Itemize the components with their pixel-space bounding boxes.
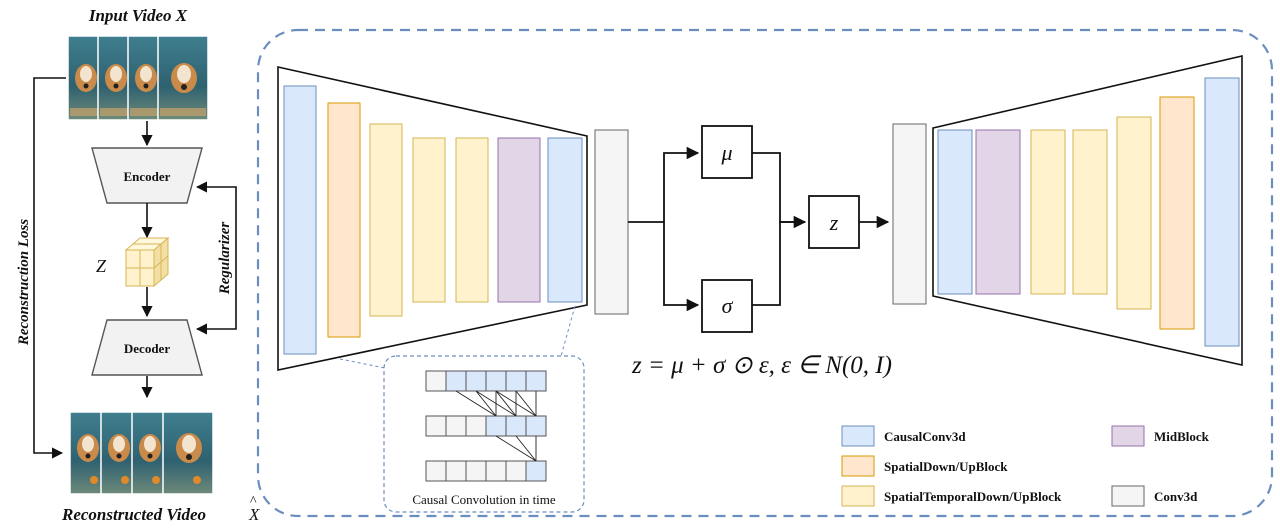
decoder-block xyxy=(91,319,203,376)
causal-conv-connections xyxy=(455,390,537,462)
decoder-spatialtemporal-block-1 xyxy=(1030,129,1066,295)
encoder-midblock xyxy=(497,137,541,303)
decoder-conv3d-block xyxy=(892,123,927,305)
legend-label: CausalConv3d xyxy=(884,429,966,444)
encoder-causalconv3d-block xyxy=(283,85,317,355)
video-frame xyxy=(100,411,136,495)
reconstructed-video-title: Reconstructed Video xyxy=(61,505,206,524)
arrow-from-sigma xyxy=(752,215,807,306)
output-video-frames xyxy=(69,411,214,495)
decoder-spatialup-block xyxy=(1159,96,1195,330)
decoder-blocks xyxy=(937,77,1240,347)
regularizer-label: Regularizer xyxy=(217,222,233,296)
decoder-trapezoid xyxy=(932,54,1243,366)
video-frame xyxy=(127,35,163,121)
reconstructed-video-hat: ^ xyxy=(250,494,257,509)
arrow-to-sigma xyxy=(663,222,700,312)
reconstructed-video-symbol: X xyxy=(248,505,260,524)
legend-item-causalconv3d: CausalConv3d xyxy=(841,425,966,447)
video-frame xyxy=(162,411,214,495)
decoder-midblock xyxy=(975,129,1021,295)
legend-label: Conv3d xyxy=(1154,489,1198,504)
latent-cube xyxy=(124,236,170,288)
decoder-spatialtemporal-block-2 xyxy=(1072,129,1108,295)
encoder-causalconv3d-block-out xyxy=(547,137,583,303)
causal-conv-rows xyxy=(425,370,547,482)
legend: CausalConv3d SpatialDown/UpBlock Spatial… xyxy=(841,425,1210,507)
legend-swatch xyxy=(1111,485,1145,507)
reconstruction-loss-label: Reconstruction Loss xyxy=(16,219,32,346)
legend-label: MidBlock xyxy=(1154,429,1210,444)
latent-label: Z xyxy=(96,256,107,276)
legend-label: SpatialDown/UpBlock xyxy=(884,459,1008,474)
encoder-conv3d-block xyxy=(594,129,629,315)
arrow-from-mu xyxy=(752,152,805,223)
inset-connector-right xyxy=(559,305,576,361)
encoder-spatialdown-block xyxy=(327,102,361,338)
video-frame xyxy=(97,35,133,121)
decoder-causalconv3d-block-in xyxy=(937,129,973,295)
z-label: z xyxy=(829,210,839,235)
z-box xyxy=(808,195,860,249)
decoder-label: Decoder xyxy=(124,341,170,356)
legend-swatch xyxy=(841,485,875,507)
decoder-spatialtemporal-block-3 xyxy=(1116,116,1152,310)
reconstruction-loss-arrow xyxy=(33,77,66,459)
vae-detail-border xyxy=(256,28,1274,518)
encoder-spatialtemporal-block-2 xyxy=(412,137,446,303)
encoder-block xyxy=(91,147,203,204)
video-frame xyxy=(67,35,103,121)
legend-swatch xyxy=(841,455,875,477)
encoder-spatialtemporal-block-1 xyxy=(369,123,403,317)
sigma-box xyxy=(701,279,753,333)
decoder-causalconv3d-block-out xyxy=(1204,77,1240,347)
video-frame xyxy=(157,35,209,121)
legend-item-spatialtemporal: SpatialTemporalDown/UpBlock xyxy=(841,485,1062,507)
input-video-frames xyxy=(67,35,209,121)
input-video-title: Input Video X xyxy=(88,6,188,25)
legend-label: SpatialTemporalDown/UpBlock xyxy=(884,489,1062,504)
legend-item-spatialdownup: SpatialDown/UpBlock xyxy=(841,455,1008,477)
encoder-label: Encoder xyxy=(124,169,171,184)
regularizer-arrow xyxy=(195,181,237,335)
legend-item-conv3d: Conv3d xyxy=(1111,485,1198,507)
legend-swatch xyxy=(1111,425,1145,447)
encoder-spatialtemporal-block-3 xyxy=(455,137,489,303)
video-frame xyxy=(69,411,105,495)
legend-item-midblock: MidBlock xyxy=(1111,425,1210,447)
causal-conv-caption: Causal Convolution in time xyxy=(412,492,556,507)
mu-box xyxy=(701,125,753,179)
inset-connector-left xyxy=(339,358,386,369)
encoder-blocks xyxy=(283,85,583,355)
arrow-to-mu xyxy=(628,146,700,223)
reparameterization-equation: z = μ + σ ⊙ ε, ε ∈ N(0, I) xyxy=(631,352,892,379)
mu-label: μ xyxy=(720,140,732,165)
encoder-trapezoid xyxy=(277,66,588,371)
video-frame xyxy=(131,411,167,495)
sigma-label: σ xyxy=(722,293,734,318)
legend-swatch xyxy=(841,425,875,447)
